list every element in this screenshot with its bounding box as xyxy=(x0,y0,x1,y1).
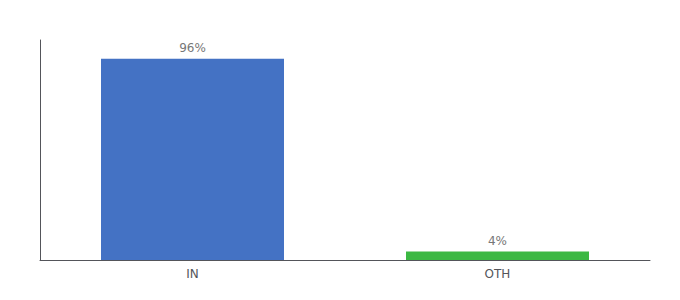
svg-text:4%: 4% xyxy=(488,234,507,248)
svg-text:IN: IN xyxy=(186,267,199,281)
svg-text:96%: 96% xyxy=(179,41,206,55)
svg-text:OTH: OTH xyxy=(485,267,511,281)
